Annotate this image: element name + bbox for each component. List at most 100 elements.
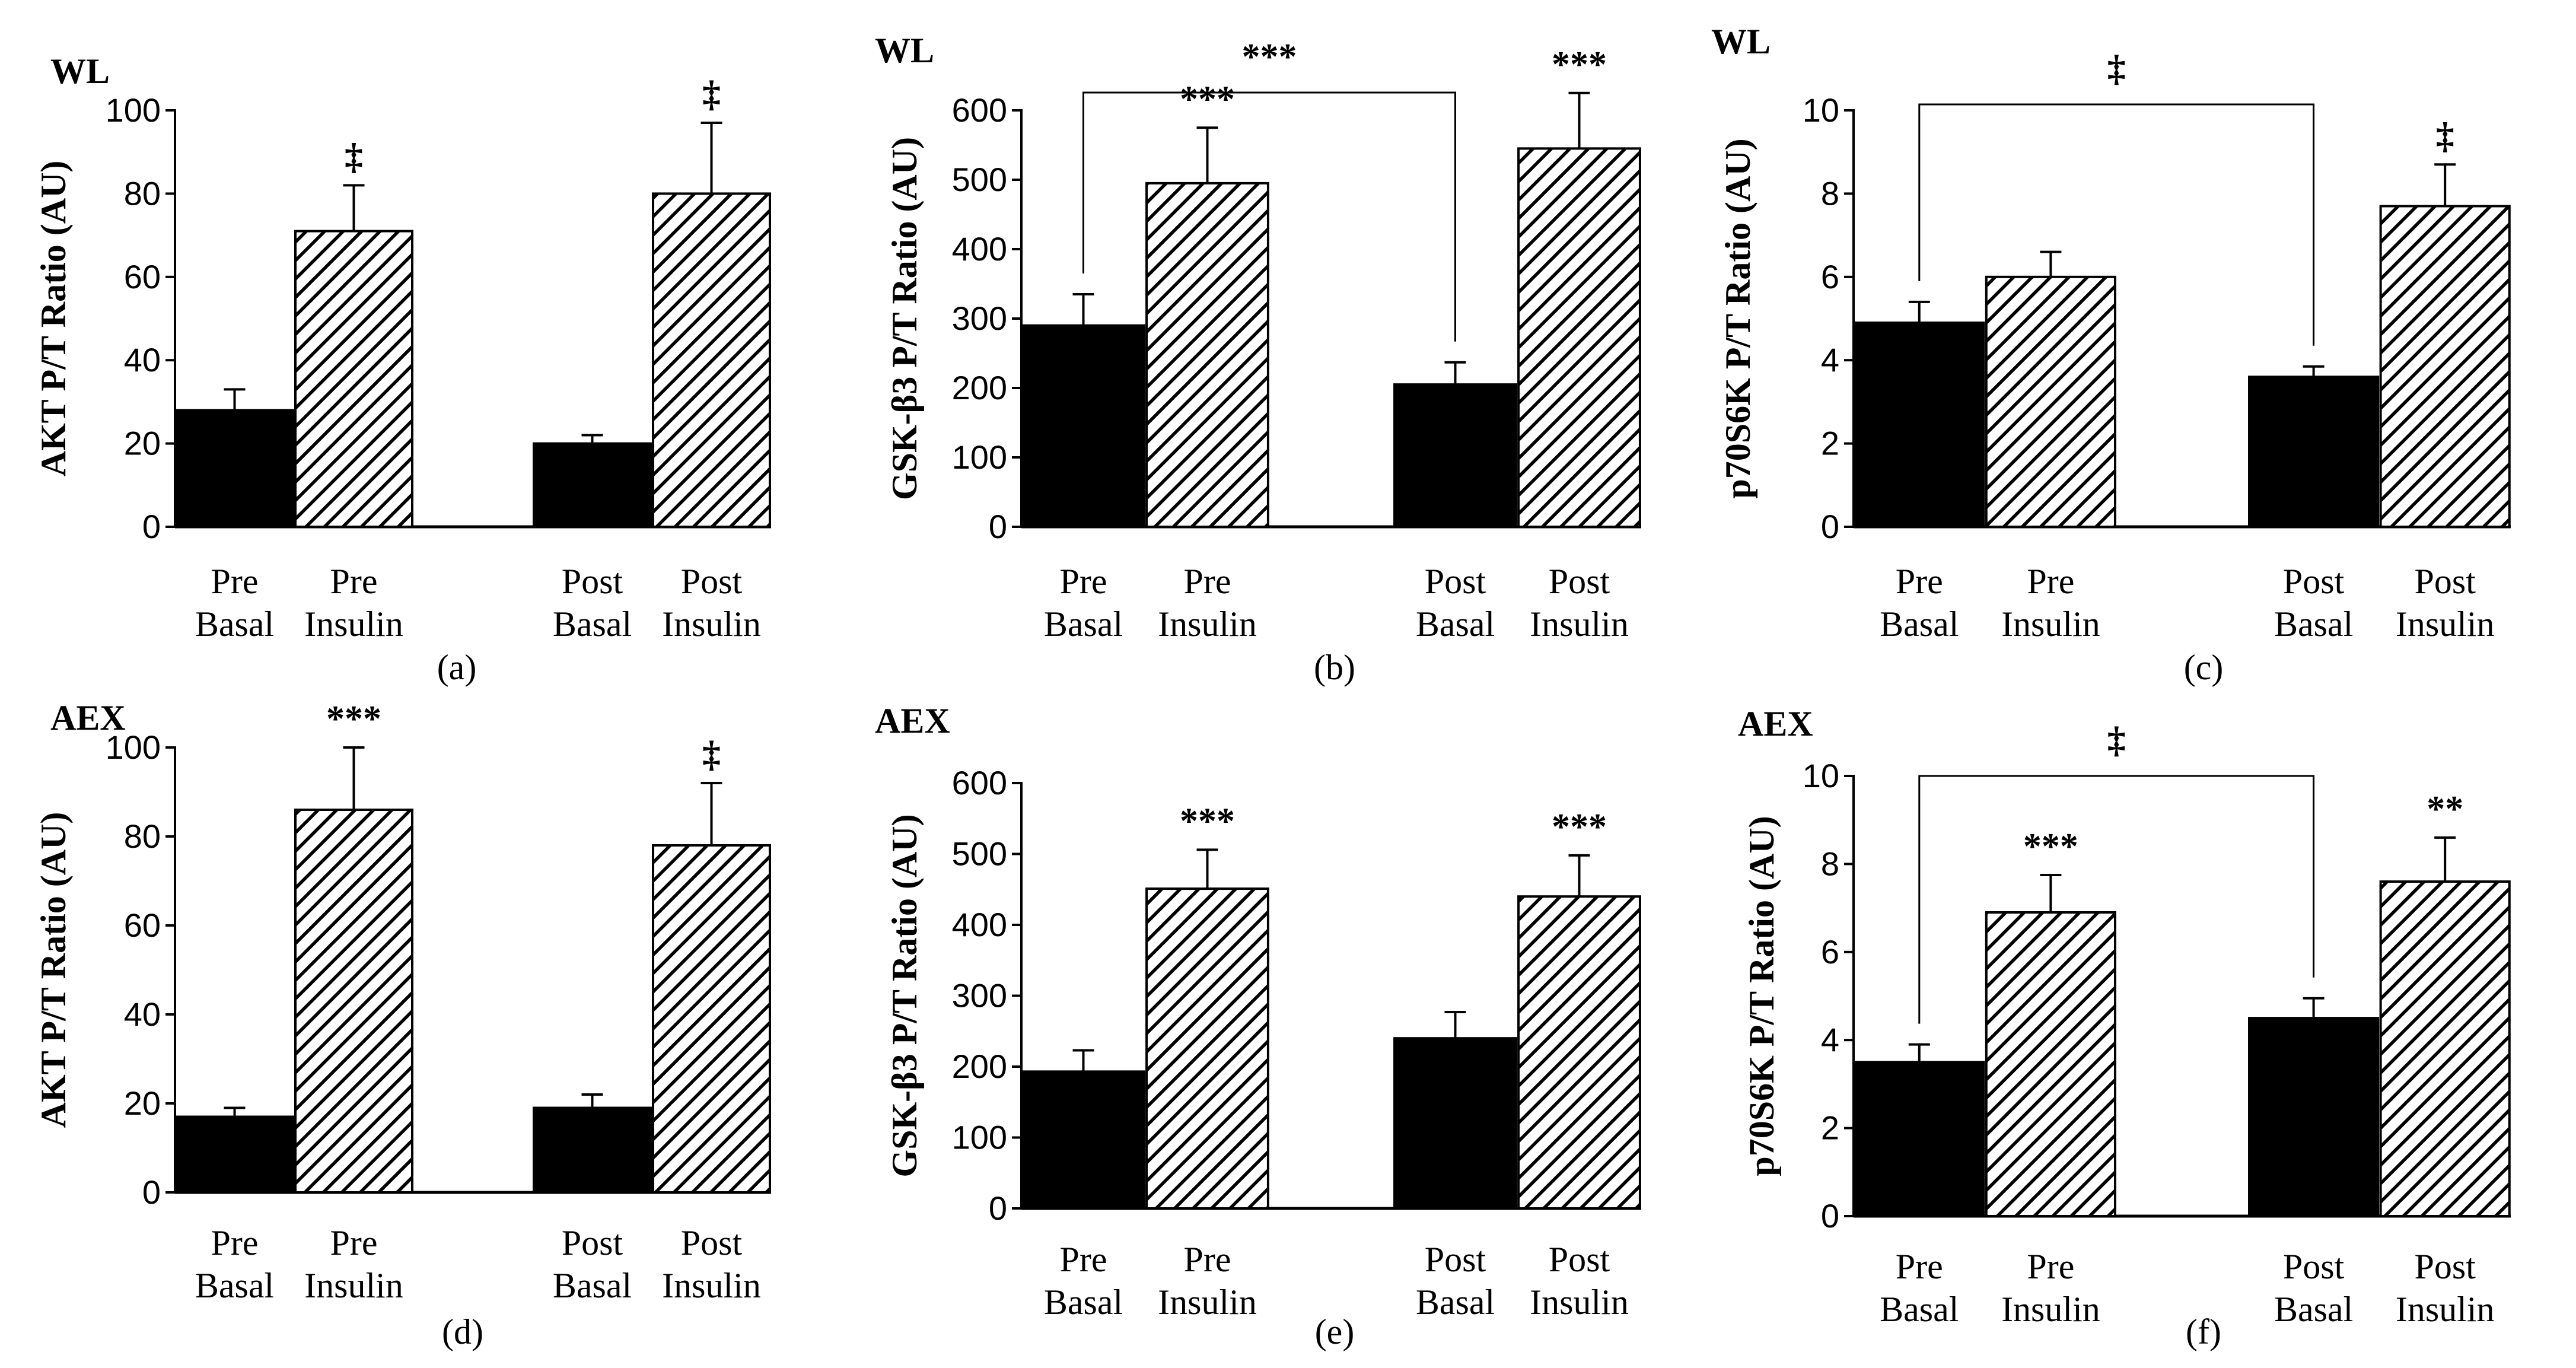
bar-insulin	[2379, 205, 2511, 528]
category-label: Basal	[1044, 605, 1123, 644]
significance-label: ***	[1180, 79, 1235, 119]
category-label: Pre	[211, 562, 259, 601]
panel-letter: (e)	[1315, 1312, 1355, 1351]
category-label: Basal	[195, 1266, 274, 1305]
significance-label: ‡	[702, 734, 721, 775]
significance-label: **	[2427, 789, 2463, 829]
y-tick-label: 8	[1821, 174, 1839, 212]
panel-letter: (a)	[437, 648, 477, 687]
bar-insulin	[1145, 887, 1269, 1210]
category-label: Insulin	[1530, 1283, 1629, 1322]
y-axis-label: GSK-β3 P/T Ratio (AU)	[885, 814, 924, 1177]
chart-panel-5: AEX GSK-β3 P/T Ratio (AU) 0 100 200 300 400 500…	[875, 701, 1641, 1351]
category-label: Post	[1549, 1240, 1610, 1279]
y-tick-label: 20	[124, 1084, 161, 1122]
bracket-label: ‡	[2107, 49, 2126, 89]
y-tick-label: 60	[124, 258, 161, 295]
y-tick-label: 4	[1821, 1021, 1839, 1058]
y-tick-label: 10	[1803, 91, 1839, 129]
significance-label: ***	[1552, 807, 1607, 847]
panel-letter: (d)	[442, 1312, 483, 1351]
category-label: Insulin	[2001, 605, 2100, 644]
y-tick-label: 400	[952, 906, 1007, 943]
category-label: Insulin	[2396, 1290, 2495, 1329]
y-tick-label: 600	[952, 91, 1007, 129]
bar-insulin	[294, 809, 413, 1194]
panel-letter: (b)	[1314, 648, 1355, 687]
y-tick-label: 0	[1821, 1197, 1839, 1235]
category-label: Post	[1425, 562, 1486, 601]
category-label: Basal	[1416, 605, 1495, 644]
significance-bracket	[1082, 91, 1456, 342]
category-label: Post	[562, 1223, 623, 1262]
y-tick-label: 100	[106, 728, 161, 766]
y-tick-label: 4	[1821, 341, 1839, 378]
category-label: Pre	[1060, 1240, 1107, 1279]
y-axis-label: AKT P/T Ratio (AU)	[34, 161, 73, 477]
panel-title: AEX	[875, 701, 950, 740]
chart-panel-4: AEX AKT P/T Ratio (AU) 0 20 40 60 80 100 Pre Basa…	[34, 698, 771, 1351]
bar-basal	[2248, 376, 2380, 529]
y-tick-label: 8	[1821, 845, 1839, 882]
category-label: Basal	[1416, 1283, 1495, 1322]
category-label: Pre	[2027, 1247, 2074, 1286]
bar-insulin	[1985, 275, 2116, 528]
y-tick-label: 60	[124, 906, 161, 944]
y-tick-label: 0	[142, 1173, 161, 1211]
bar-insulin	[2379, 880, 2511, 1217]
y-tick-label: 500	[952, 835, 1007, 873]
y-tick-label: 400	[952, 230, 1007, 268]
category-label: Pre	[330, 562, 378, 601]
category-label: Basal	[2274, 605, 2353, 644]
category-label: Pre	[330, 1223, 378, 1262]
category-label: Insulin	[1158, 605, 1257, 644]
category-label: Basal	[553, 605, 632, 644]
category-label: Insulin	[304, 605, 403, 644]
y-tick-label: 200	[952, 1048, 1007, 1085]
category-label: Post	[1549, 562, 1610, 601]
y-tick-label: 600	[952, 764, 1007, 801]
category-label: Post	[2415, 1247, 2476, 1286]
bar-basal	[1393, 383, 1517, 529]
category-label: Pre	[1184, 562, 1231, 601]
y-tick-label: 100	[952, 1119, 1007, 1156]
y-tick-label: 40	[124, 995, 161, 1033]
category-label: Insulin	[304, 1266, 403, 1305]
y-tick-label: 80	[124, 817, 161, 855]
y-tick-label: 100	[106, 91, 161, 129]
panel-title: WL	[50, 52, 110, 91]
category-label: Insulin	[2396, 605, 2495, 644]
significance-label: ‡	[702, 74, 721, 114]
bar-basal	[1854, 1061, 1985, 1218]
bar-insulin	[1985, 911, 2116, 1218]
bar-basal	[1021, 1070, 1145, 1210]
category-label: Post	[2415, 562, 2476, 601]
y-tick-label: 300	[952, 977, 1007, 1014]
category-label: Insulin	[1158, 1283, 1257, 1322]
y-tick-label: 2	[1821, 425, 1839, 462]
bar-basal	[1854, 322, 1985, 529]
panel-letter: (c)	[2184, 648, 2224, 687]
category-label: Basal	[1880, 605, 1959, 644]
bar-insulin	[1145, 182, 1269, 529]
category-label: Pre	[2027, 562, 2074, 601]
bar-insulin	[652, 844, 771, 1194]
y-tick-label: 10	[1803, 757, 1839, 794]
y-axis-label: p70S6K P/T Ratio (AU)	[1742, 816, 1781, 1176]
category-label: Pre	[1896, 562, 1943, 601]
category-label: Basal	[195, 605, 274, 644]
category-label: Pre	[211, 1223, 259, 1262]
category-label: Post	[681, 562, 743, 601]
category-label: Post	[562, 562, 623, 601]
chart-panel-1: WL AKT P/T Ratio (AU) 0 20 40 60 80 100 Pre Basal…	[34, 52, 771, 687]
bar-basal	[175, 1115, 294, 1194]
category-label: Insulin	[662, 605, 761, 644]
significance-bracket	[1918, 103, 2315, 346]
y-tick-label: 0	[989, 508, 1007, 545]
panel-title: WL	[1711, 22, 1771, 61]
panel-title: AEX	[1738, 704, 1813, 743]
y-tick-label: 300	[952, 300, 1007, 337]
bar-basal	[1021, 324, 1145, 528]
y-tick-label: 200	[952, 369, 1007, 406]
significance-label: ***	[1552, 44, 1607, 85]
